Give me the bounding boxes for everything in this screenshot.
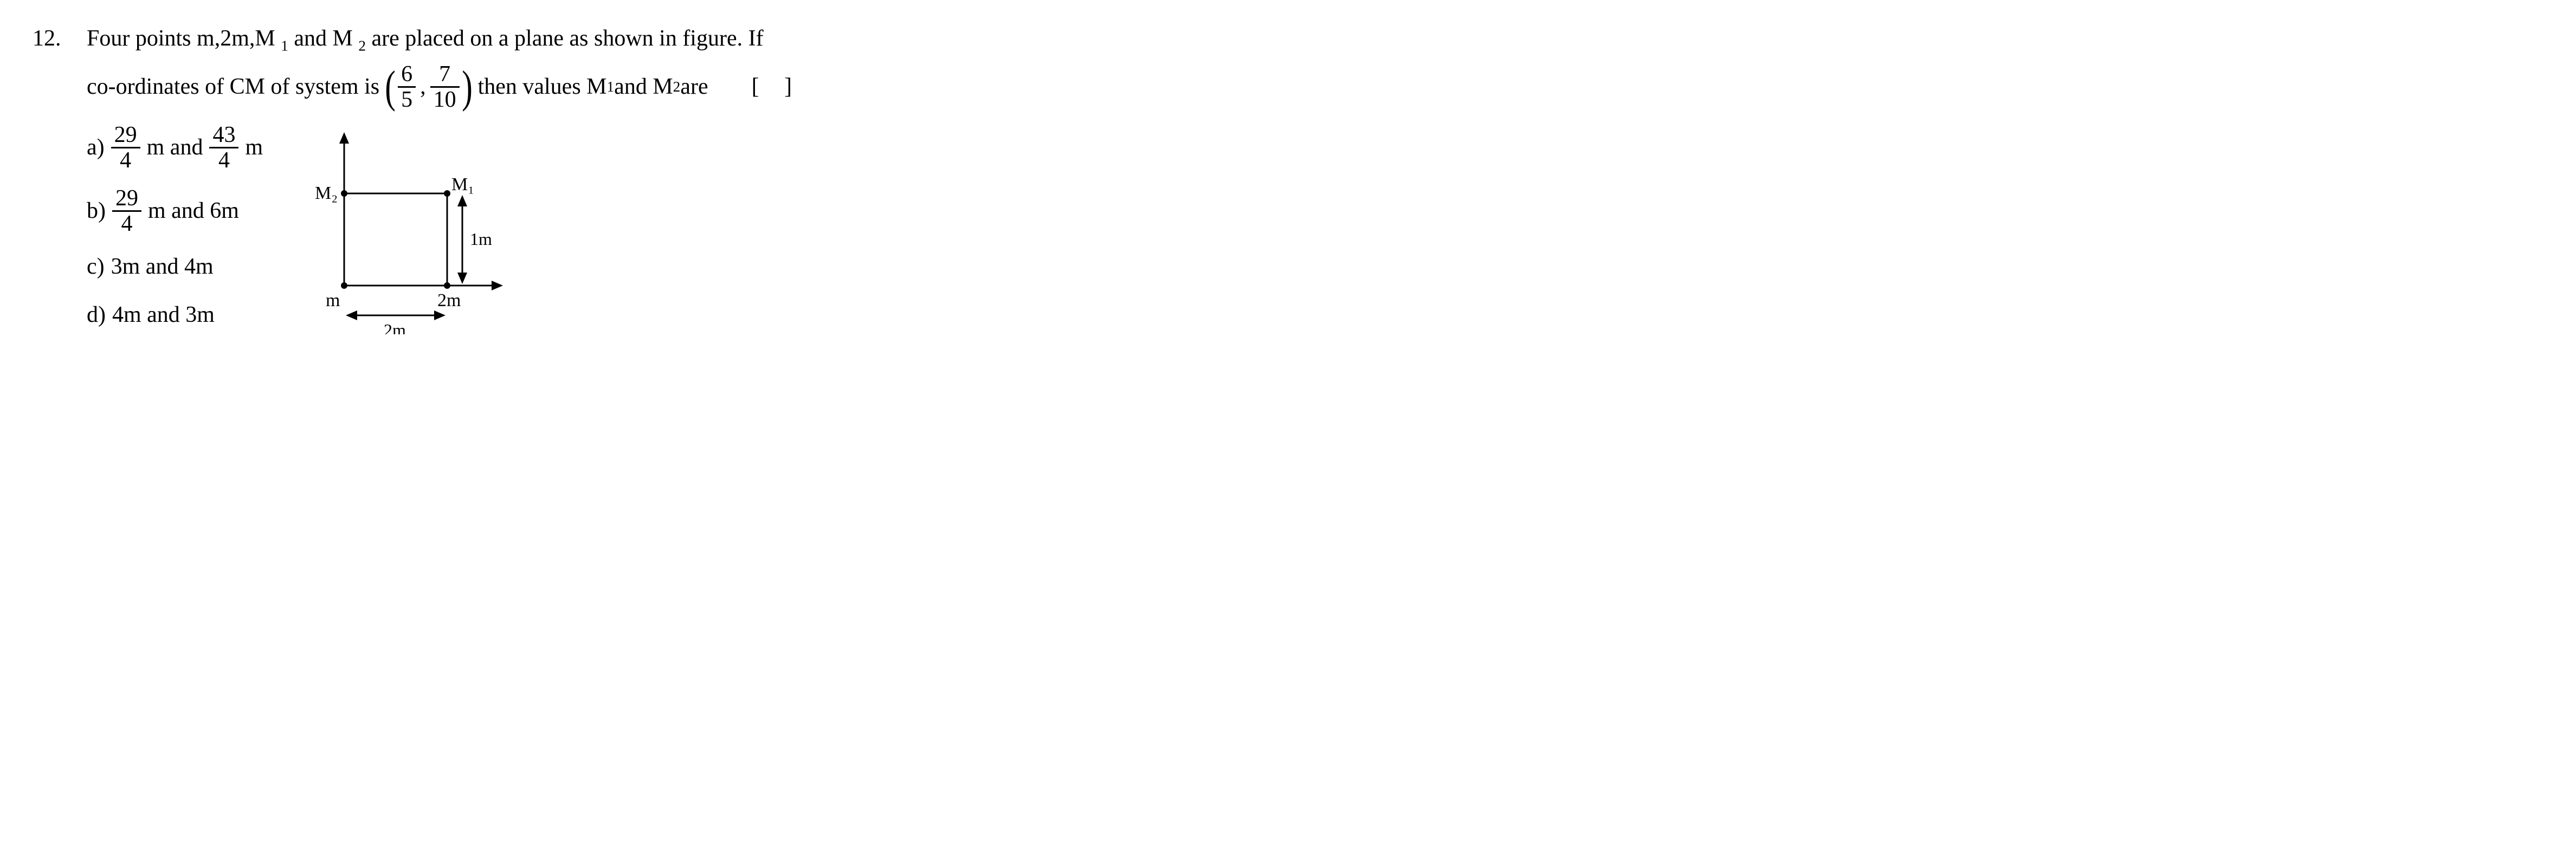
stem-text: Four points m,2m,M — [87, 26, 275, 51]
option-text: 3m and 4m — [111, 250, 214, 284]
option-b: b) 29 4 m and 6m — [87, 186, 263, 236]
comma: , — [420, 70, 426, 104]
stem-line-2: co-ordinates of CM of system is ( 6 5 , … — [87, 62, 2543, 112]
option-text: m — [245, 131, 263, 165]
coordinate-pair: ( 6 5 , 7 10 ) — [383, 62, 474, 112]
stem-subscript: 2 — [358, 37, 366, 54]
option-label: d) — [87, 298, 106, 332]
stem-subscript: 1 — [281, 37, 288, 54]
fraction: 7 10 — [430, 62, 460, 112]
stem-text: and M — [294, 26, 353, 51]
numerator: 43 — [209, 123, 238, 147]
stem-text: and M — [614, 70, 673, 104]
svg-text:M₁: M₁ — [451, 174, 474, 195]
left-paren: ( — [385, 69, 396, 105]
denominator: 5 — [398, 86, 416, 112]
stem-subscript: 2 — [673, 76, 681, 98]
svg-text:2m: 2m — [437, 290, 461, 310]
figure-svg: 1m 2m M₂ M₁ m 2m — [306, 128, 534, 334]
option-text: m and — [147, 131, 203, 165]
option-d: d) 4m and 3m — [87, 298, 263, 332]
answer-bracket: [ ] — [752, 70, 802, 104]
stem-text: then values M — [478, 70, 607, 104]
denominator: 4 — [112, 210, 141, 236]
svg-text:M₂: M₂ — [315, 183, 338, 203]
stem-line-1: Four points m,2m,M 1 and M 2 are placed … — [87, 22, 2543, 57]
svg-text:1m: 1m — [470, 229, 492, 249]
svg-text:2m: 2m — [384, 320, 406, 334]
question-number: 12. — [33, 22, 87, 56]
stem-text: are placed on a plane as shown in figure… — [372, 26, 764, 51]
numerator: 7 — [430, 62, 460, 86]
fraction: 6 5 — [398, 62, 416, 112]
option-text: m and 6m — [148, 194, 239, 228]
option-text: 4m and 3m — [112, 298, 215, 332]
option-a: a) 29 4 m and 43 4 m — [87, 123, 263, 172]
svg-text:m: m — [326, 290, 340, 310]
option-c: c) 3m and 4m — [87, 250, 263, 284]
denominator: 10 — [430, 86, 460, 112]
denominator: 4 — [209, 147, 238, 172]
right-paren: ) — [462, 69, 473, 105]
fraction: 29 4 — [111, 123, 140, 172]
question-body: Four points m,2m,M 1 and M 2 are placed … — [87, 22, 2543, 345]
option-label: b) — [87, 194, 106, 228]
option-label: a) — [87, 131, 105, 165]
figure: 1m 2m M₂ M₁ m 2m — [306, 123, 534, 345]
stem-subscript: 1 — [607, 76, 615, 98]
options-list: a) 29 4 m and 43 4 m b) 29 — [87, 123, 263, 332]
fraction: 29 4 — [112, 186, 141, 236]
option-label: c) — [87, 250, 105, 284]
numerator: 6 — [398, 62, 416, 86]
stem-text: co-ordinates of CM of system is — [87, 70, 379, 104]
numerator: 29 — [112, 186, 141, 210]
denominator: 4 — [111, 147, 140, 172]
stem-text: are — [680, 70, 708, 104]
numerator: 29 — [111, 123, 140, 147]
fraction: 43 4 — [209, 123, 238, 172]
